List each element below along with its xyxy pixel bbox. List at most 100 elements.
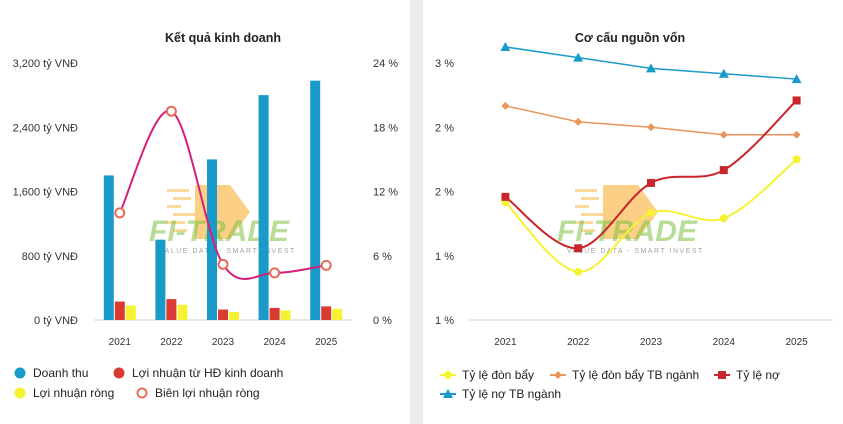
watermark-stripe: [167, 205, 181, 208]
legend-label: Tỷ lệ nợ TB ngành: [462, 387, 561, 401]
legend-item-1: Tỷ lệ đòn bẩy TB ngành: [550, 368, 699, 382]
watermark-stripe: [575, 221, 593, 224]
legend-marker-icon: [554, 371, 562, 379]
legend-label: Lợi nhuận từ HĐ kinh doanh: [132, 366, 283, 380]
business-results-chart: Kết quả kinh doanh 0 tỷ VNĐ 800 tỷ VNĐ 1,60…: [13, 31, 399, 400]
series-1-point-2024: [719, 130, 728, 139]
series-3-point-2024: [718, 68, 729, 78]
y-tick-label: 2 %: [435, 187, 454, 199]
x-tick-label: 2022: [160, 337, 183, 348]
series-2-point-2023: [647, 178, 655, 187]
y-left-tick-label: 3,200 tỷ VNĐ: [13, 58, 78, 70]
y-right-tick-label: 6 %: [373, 251, 392, 263]
x-tick-label: 2023: [640, 337, 663, 348]
chart-title: Kết quả kinh doanh: [165, 31, 281, 45]
bar-2-2024: [280, 310, 291, 320]
legend-item-0: Doanh thu: [14, 366, 88, 380]
series-2-point-2021: [501, 192, 510, 201]
watermark-stripe: [575, 189, 597, 192]
watermark-stripe: [581, 229, 595, 232]
legend-item-1: Lợi nhuận từ HĐ kinh doanh: [113, 366, 283, 380]
bar-2-2025: [332, 308, 343, 320]
x-tick-label: 2022: [567, 337, 590, 348]
x-tick-label: 2025: [315, 337, 338, 348]
legend-label: Doanh thu: [33, 366, 88, 380]
series-2-point-2022: [574, 244, 583, 253]
margin-point-2025: [320, 259, 332, 271]
x-tick-label: 2025: [785, 337, 808, 348]
series-1-point-2025: [792, 130, 801, 139]
legend-label: Biên lợi nhuận ròng: [155, 386, 260, 400]
watermark-stripe: [173, 229, 187, 232]
legend-marker-icon: [136, 387, 148, 399]
watermark-stripe: [581, 197, 599, 200]
series-2-point-2024: [719, 166, 728, 175]
series-1-point-2021: [501, 101, 510, 110]
legend-marker-icon: [443, 389, 453, 398]
watermark-tagline: VALUE DATA - SMART INVEST: [567, 248, 704, 255]
margin-point-2024: [269, 267, 281, 279]
business-results-panel: Kết quả kinh doanh 0 tỷ VNĐ 800 tỷ VNĐ 1,60…: [0, 0, 410, 424]
x-tick-label: 2021: [494, 337, 517, 348]
watermark-arrow-icon: [603, 185, 658, 239]
watermark-tagline: VALUE DATA - SMART INVEST: [159, 248, 296, 255]
watermark-stripe: [167, 221, 185, 224]
y-left-tick-label: 1,600 tỷ VNĐ: [13, 187, 78, 199]
capital-structure-panel: Cơ cấu nguồn vốn 1 % 1 % 2 % 2 % 3 % FI-TRADE V…: [423, 0, 843, 424]
series-3-point-2022: [573, 52, 584, 62]
y-tick-label: 1 %: [435, 315, 454, 327]
bar-1-2022: [166, 299, 177, 320]
x-tick-label: 2024: [263, 337, 286, 348]
legend-item-3: Tỷ lệ nợ TB ngành: [440, 387, 561, 401]
legend-marker-icon: [14, 367, 26, 379]
watermark-brand: FI-TRADE: [149, 215, 290, 248]
bar-1-2021: [114, 301, 125, 320]
margin-point-2023: [217, 258, 229, 270]
legend-item-0: Tỷ lệ đòn bẩy: [440, 368, 534, 382]
legend-label: Tỷ lệ nợ: [736, 368, 780, 382]
legend-marker-icon: [718, 371, 726, 379]
chart-title: Cơ cấu nguồn vốn: [575, 31, 685, 45]
series-0-point-2022: [574, 267, 583, 276]
bar-2-2021: [125, 305, 136, 320]
bar-0-2025: [310, 80, 321, 320]
legend-item-2: Tỷ lệ nợ: [714, 368, 780, 382]
legend-label: Lợi nhuận ròng: [33, 386, 114, 400]
series-3-point-2021: [500, 41, 511, 51]
watermark-stripe: [173, 197, 191, 200]
y-left-tick-label: 0 tỷ VNĐ: [34, 315, 78, 327]
bar-1-2023: [218, 309, 228, 320]
legend-marker-icon: [14, 387, 26, 399]
x-tick-label: 2024: [713, 337, 736, 348]
watermark-stripe: [167, 189, 189, 192]
series-2-point-2025: [792, 96, 801, 105]
bar-2-2023: [229, 311, 239, 320]
margin-point-2022: [165, 105, 177, 117]
series-3-point-2025: [791, 74, 802, 84]
legend-label: Tỷ lệ đòn bẩy: [462, 368, 534, 382]
x-tick-label: 2021: [109, 337, 132, 348]
y-left-tick-label: 2,400 tỷ VNĐ: [13, 122, 78, 134]
watermark-stripe: [575, 205, 589, 208]
legend-marker-icon: [444, 371, 452, 379]
y-left-tick-label: 800 tỷ VNĐ: [22, 251, 78, 263]
series-1-point-2023: [647, 123, 655, 132]
margin-point-2021: [114, 207, 126, 219]
bar-0-2021: [103, 175, 114, 320]
watermark-stripe: [581, 213, 603, 216]
series-line-3: [505, 46, 797, 80]
y-tick-label: 2 %: [435, 122, 454, 134]
legend-item-3: Biên lợi nhuận ròng: [136, 386, 260, 400]
bar-1-2024: [269, 307, 280, 320]
legend-item-2: Lợi nhuận ròng: [14, 386, 114, 400]
legend-label: Tỷ lệ đòn bẩy TB ngành: [572, 368, 699, 382]
watermark-stripe: [173, 213, 195, 216]
bar-0-2024: [258, 95, 269, 320]
series-3-point-2023: [646, 63, 656, 73]
y-right-tick-label: 24 %: [373, 58, 398, 70]
y-right-tick-label: 18 %: [373, 122, 398, 134]
bar-2-2022: [177, 304, 188, 320]
series-1-point-2022: [574, 117, 583, 126]
